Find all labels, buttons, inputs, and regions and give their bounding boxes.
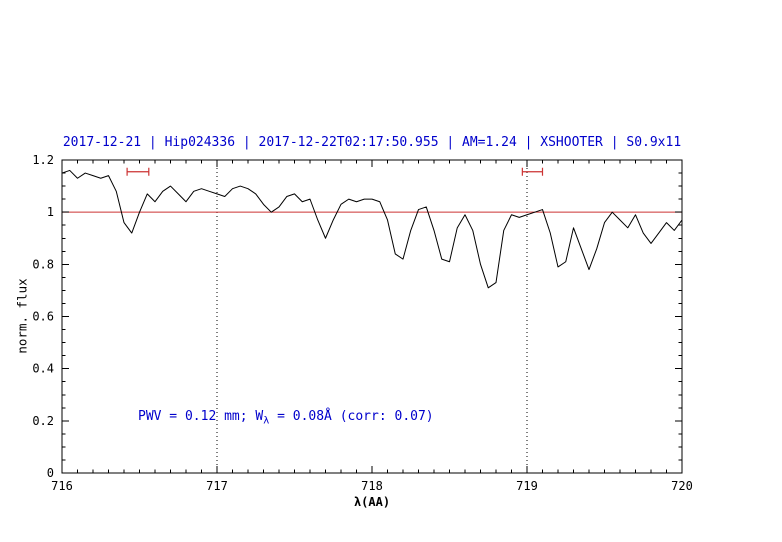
y-tick-label: 0.2 bbox=[32, 414, 54, 428]
y-tick-label: 1 bbox=[47, 205, 54, 219]
tick-labels: 716 717 718 719 720 0 0.2 0.4 0.6 0.8 1 1.2 bbox=[32, 153, 693, 493]
pwv-annotation-post: = 0.08Å (corr: 0.07) bbox=[269, 409, 434, 424]
plot-title: 2017-12-21 | Hip024336 | 2017-12-22T02:1… bbox=[62, 135, 682, 150]
x-tick-label: 717 bbox=[206, 479, 228, 493]
y-axis-label: norm. flux bbox=[14, 278, 30, 354]
x-tick-label: 716 bbox=[51, 479, 73, 493]
y-tick-label: 0.6 bbox=[32, 310, 54, 324]
x-tick-label: 720 bbox=[671, 479, 693, 493]
y-tick-label: 0 bbox=[47, 466, 54, 480]
pwv-annotation: PWV = 0.12 mm; Wλ = 0.08Å (corr: 0.07) bbox=[138, 409, 434, 427]
pwv-annotation-pre: PWV = 0.12 mm; W bbox=[138, 409, 264, 424]
plot-frame bbox=[61, 159, 683, 474]
x-tick-label: 718 bbox=[361, 479, 383, 493]
range-marker bbox=[126, 167, 150, 176]
x-tick-label: 719 bbox=[516, 479, 538, 493]
y-tick-label: 0.4 bbox=[32, 362, 54, 376]
pwv-annotation-sub: λ bbox=[263, 415, 270, 427]
spectrum-line bbox=[61, 169, 683, 289]
x-axis-label: λ(AA) bbox=[353, 495, 391, 509]
y-tick-label: 1.2 bbox=[32, 153, 54, 167]
range-markers bbox=[126, 167, 544, 176]
range-marker bbox=[521, 167, 544, 176]
y-tick-label: 0.8 bbox=[32, 257, 54, 271]
